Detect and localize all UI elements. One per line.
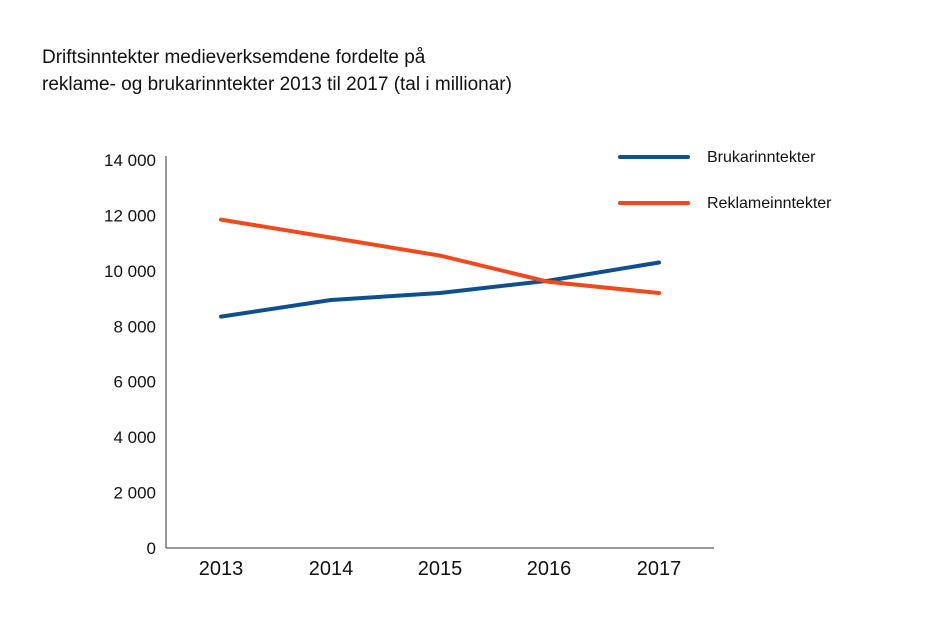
legend-label-reklameinntekter: Reklameinntekter	[707, 195, 832, 212]
y-tick-label: 10 000	[104, 262, 156, 281]
x-tick-label: 2013	[199, 558, 244, 580]
x-tick-label: 2015	[418, 558, 463, 580]
y-tick-label: 14 000	[104, 151, 156, 170]
x-tick-label: 2017	[637, 558, 682, 580]
series-line-reklameinntekter	[219, 217, 661, 295]
x-tick-label: 2014	[309, 558, 354, 580]
chart-series	[219, 217, 661, 319]
y-tick-label: 2 000	[113, 484, 156, 503]
x-axis-ticks: 2013 2014 2015 2016 2017	[199, 558, 682, 580]
legend-label-brukarinntekter: Brukarinntekter	[707, 149, 816, 166]
series-line-brukarinntekter	[219, 260, 661, 319]
chart-legend: Brukarinntekter Reklameinntekter	[618, 149, 832, 212]
y-tick-label: 4 000	[113, 428, 156, 447]
y-axis-ticks: 0 2 000 4 000 6 000 8 000 10 000 12 000 14 000	[104, 151, 156, 558]
y-tick-label: 0	[147, 539, 156, 558]
y-tick-label: 6 000	[113, 373, 156, 392]
chart-title: Driftsinntekter medieverksemdene fordelt…	[42, 44, 512, 98]
chart-axes	[165, 156, 714, 549]
y-tick-label: 12 000	[104, 206, 156, 225]
chart-title-line-2: reklame- og brukarinntekter 2013 til 201…	[42, 74, 512, 95]
y-tick-label: 8 000	[113, 317, 156, 336]
x-tick-label: 2016	[527, 558, 572, 580]
chart-title-line-1: Driftsinntekter medieverksemdene fordelt…	[42, 47, 426, 68]
